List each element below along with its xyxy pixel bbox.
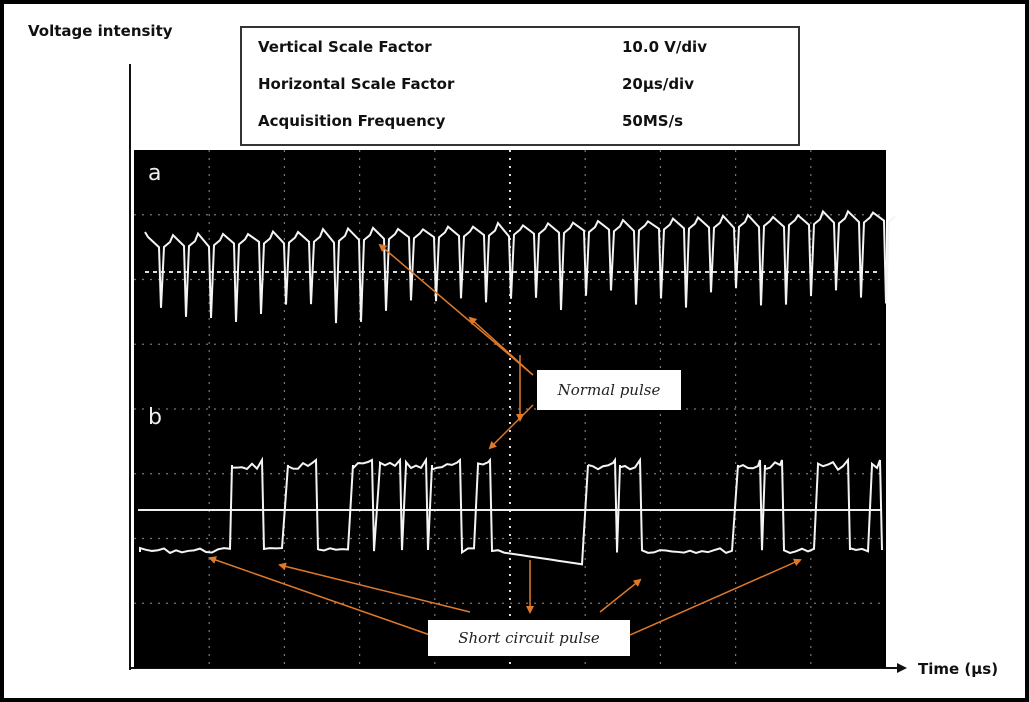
panel-label: b	[148, 405, 162, 430]
x-axis-label: Time (µs)	[918, 660, 998, 678]
annotation: Short circuit pulse	[458, 629, 600, 647]
panel-label: a	[148, 161, 161, 186]
setting-value: 20µs/div	[622, 75, 694, 93]
setting-name: Acquisition Frequency	[258, 112, 446, 130]
setting-value: 10.0 V/div	[622, 38, 707, 56]
y-axis-label: Voltage intensity	[28, 22, 173, 40]
setting-name: Horizontal Scale Factor	[258, 75, 455, 93]
annotation: Normal pulse	[557, 381, 661, 399]
setting-name: Vertical Scale Factor	[258, 38, 432, 56]
figure: Voltage intensity Time (µs) Vertical Sca…	[0, 0, 1029, 702]
setting-value: 50MS/s	[622, 112, 683, 130]
